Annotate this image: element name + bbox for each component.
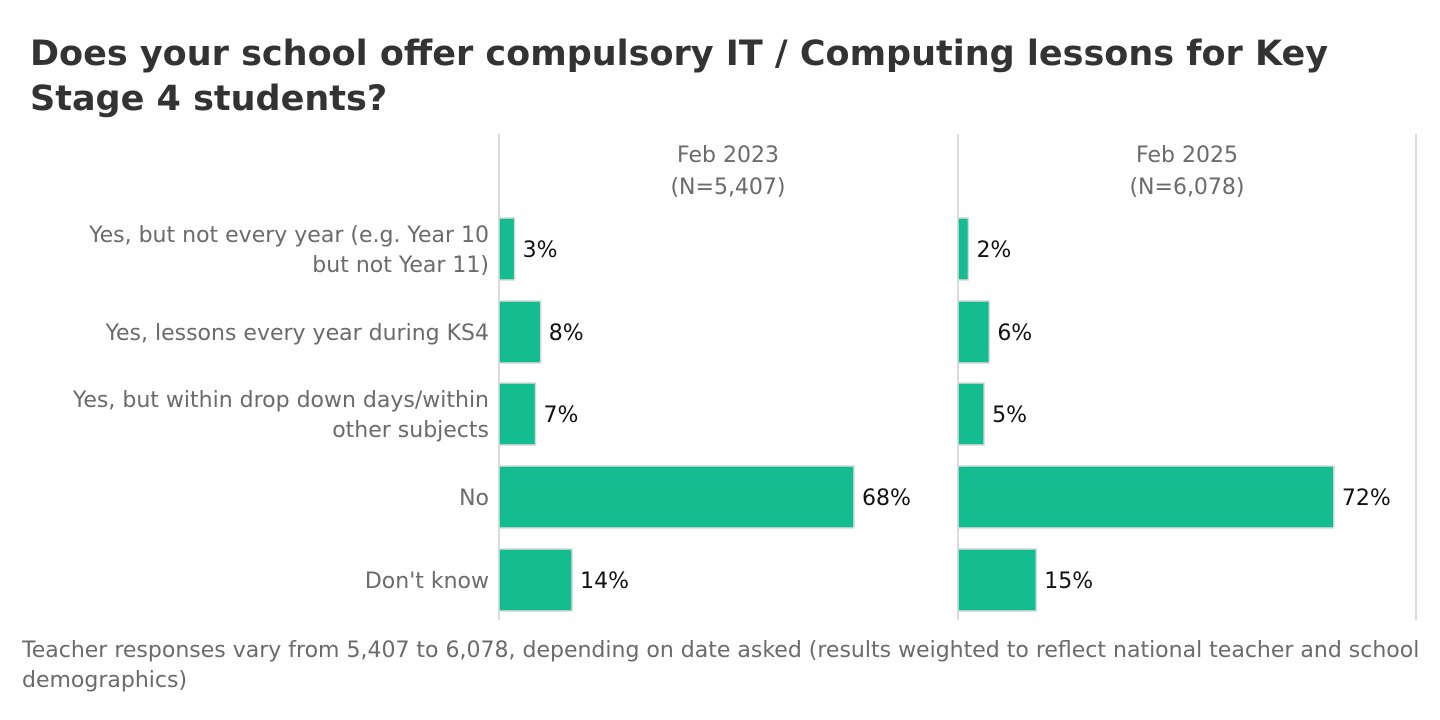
bar-value-label: 68% <box>862 486 911 511</box>
bar-value-label: 5% <box>992 403 1027 428</box>
footnote: Teacher responses vary from 5,407 to 6,0… <box>22 638 1420 693</box>
bar <box>957 217 970 281</box>
panel-header: (N=5,407) <box>670 175 785 200</box>
bar <box>498 382 537 446</box>
panel-header: Feb 2025 <box>1136 143 1238 168</box>
panel-header: (N=6,078) <box>1129 175 1244 200</box>
bar-value-label: 3% <box>523 238 558 263</box>
bar-value-label: 72% <box>1342 486 1391 511</box>
category-label: No <box>459 486 489 511</box>
bar <box>498 548 573 612</box>
category-label-line: No <box>459 486 489 511</box>
bar <box>957 382 985 446</box>
bar-value-label: 2% <box>976 238 1011 263</box>
bar-value-label: 7% <box>544 403 579 428</box>
panel-header: Feb 2023 <box>677 143 779 168</box>
category-label-line: Yes, lessons every year during KS4 <box>104 321 489 346</box>
category-label: Yes, but not every year (e.g. Year 10 but… <box>88 223 489 278</box>
category-label-line: Yes, but not every year (e.g. Year 10 <box>88 223 489 248</box>
category-label: Yes, but within drop down days/within oth… <box>72 388 489 443</box>
bar-value-label: 14% <box>580 569 629 594</box>
category-label-line: Yes, but within drop down days/within <box>72 388 489 413</box>
category-label-line: other subjects <box>332 418 489 443</box>
bar <box>957 300 991 364</box>
bar <box>498 217 516 281</box>
bar <box>957 548 1038 612</box>
bar-value-label: 15% <box>1044 569 1093 594</box>
category-label-line: but not Year 11) <box>312 253 489 278</box>
bar <box>498 300 542 364</box>
bar <box>498 465 855 529</box>
bar-value-label: 8% <box>549 321 584 346</box>
category-label-line: Don't know <box>365 569 489 594</box>
bar <box>957 465 1335 529</box>
category-label: Don't know <box>365 569 489 594</box>
bar-value-label: 6% <box>997 321 1032 346</box>
chart-title: Does your school offer compulsory IT / C… <box>30 34 1329 119</box>
category-label: Yes, lessons every year during KS4 <box>104 321 489 346</box>
